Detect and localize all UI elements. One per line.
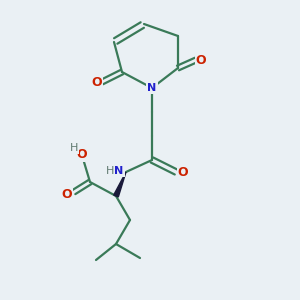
Text: O: O xyxy=(196,53,206,67)
Text: O: O xyxy=(92,76,102,88)
Text: H: H xyxy=(70,143,78,153)
Text: O: O xyxy=(77,148,87,160)
Text: N: N xyxy=(114,166,124,176)
Text: O: O xyxy=(178,166,188,178)
Text: H: H xyxy=(106,166,114,176)
Text: N: N xyxy=(147,83,157,93)
Text: O: O xyxy=(62,188,72,200)
Polygon shape xyxy=(114,172,126,197)
